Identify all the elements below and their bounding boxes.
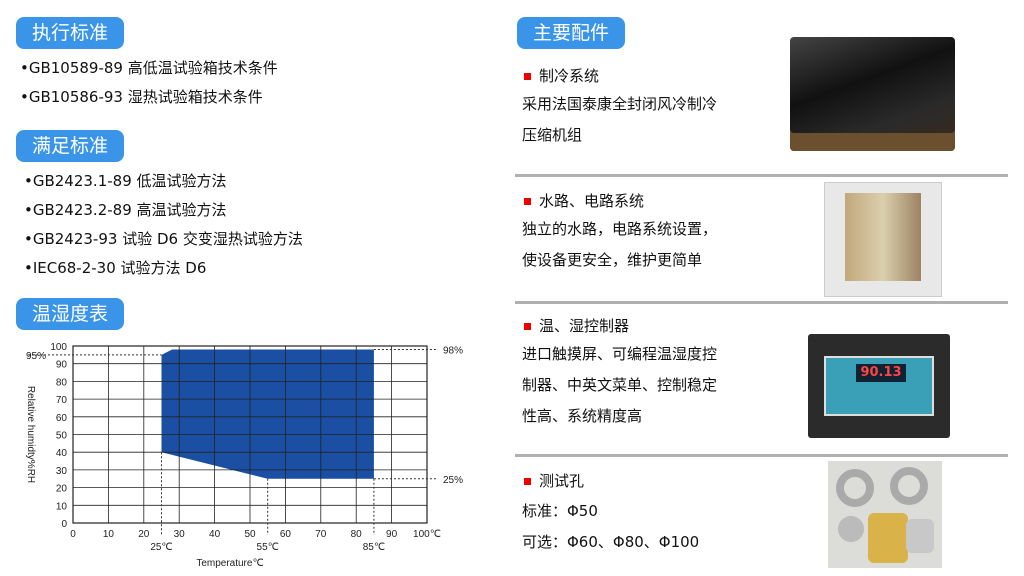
list-item: •GB10589-89 高低温试验箱技术条件 [20, 59, 278, 77]
text-line: 性高、系统精度高 [522, 407, 643, 425]
list-item: •GB2423.2-89 高温试验方法 [24, 201, 227, 219]
red-square-bullet-icon [524, 73, 531, 80]
x-tick-label: 10 [103, 529, 115, 540]
list-item: •IEC68-2-30 试验方法 D6 [24, 259, 207, 277]
text-line: 可选：Φ60、Φ80、Φ100 [522, 533, 700, 551]
section-heading: 测试孔 [524, 470, 584, 491]
y-axis-label: Relative humidty%RH [25, 386, 36, 483]
divider [515, 301, 1008, 304]
list-item: •GB2423.1-89 低温试验方法 [24, 172, 227, 190]
y-annotation-label: 98% [443, 346, 463, 357]
exec-standard-heading: 执行标准 [16, 17, 125, 49]
section-heading-text: 制冷系统 [539, 67, 600, 85]
y-tick-label: 60 [56, 413, 68, 424]
temp-humidity-chart: 0 10 20 30 40 50 60 70 80 90 100℃ 0 10 20 30 40 50 60 70 80… [25, 342, 463, 569]
y-tick-label: 70 [56, 395, 68, 406]
x-tick-label: 100℃ [413, 529, 441, 540]
section-text: 采用法国泰康全封闭风冷制冷 压缩机组 [522, 89, 717, 151]
section-heading-text: 温、湿控制器 [539, 317, 630, 335]
list-item: •GB2423-93 试验 D6 交变湿热试验方法 [24, 230, 303, 248]
red-square-bullet-icon [524, 323, 531, 330]
section-text: 进口触摸屏、可编程温湿度控 制器、中英文菜单、控制稳定 性高、系统精度高 [522, 339, 717, 432]
red-square-bullet-icon [524, 198, 531, 205]
y-tick-label: 10 [56, 501, 68, 512]
text-line: 进口触摸屏、可编程温湿度控 [522, 345, 718, 363]
x-tick-label: 40 [209, 529, 221, 540]
text-line: 压缩机组 [522, 126, 583, 144]
plot-frame [72, 345, 428, 524]
text-line: 制器、中英文菜单、控制稳定 [522, 376, 718, 394]
x-tick-label: 60 [280, 529, 292, 540]
test-port-photo [828, 461, 942, 568]
y-tick-label: 20 [56, 484, 68, 495]
touch-controller-photo: 90.13 [808, 334, 950, 438]
y-tick-label: 30 [56, 466, 68, 477]
y-tick-label: 100 [50, 342, 67, 353]
x-tick-label: 70 [315, 529, 327, 540]
section-text: 标准：Φ50 可选：Φ60、Φ80、Φ100 [522, 496, 699, 558]
section-heading: 温、湿控制器 [524, 315, 629, 336]
chart-heading: 温湿度表 [16, 298, 125, 330]
section-heading-text: 水路、电路系统 [539, 192, 645, 210]
x-annotation-label: 55℃ [257, 542, 279, 553]
y-annotation-label: 95% [26, 351, 46, 362]
y-annotation-label: 25% [443, 475, 463, 486]
meet-standard-heading: 满足标准 [16, 130, 125, 162]
y-tick-label: 90 [56, 360, 68, 371]
text-line: 使设备更安全，维护更简单 [522, 251, 703, 269]
x-tick-label: 0 [70, 529, 76, 540]
x-tick-label: 90 [386, 529, 398, 540]
list-item: •GB10586-93 湿热试验箱技术条件 [20, 88, 263, 106]
divider [515, 454, 1008, 457]
divider [515, 174, 1008, 177]
operating-region [161, 349, 374, 479]
x-annotation-label: 85℃ [363, 542, 385, 553]
y-tick-label: 50 [56, 431, 68, 442]
y-tick-label: 40 [56, 448, 68, 459]
section-heading: 制冷系统 [524, 65, 599, 86]
x-tick-label: 50 [244, 529, 256, 540]
section-text: 独立的水路，电路系统设置， 使设备更安全，维护更简单 [522, 214, 717, 276]
text-line: 标准：Φ50 [522, 502, 598, 520]
accessories-heading: 主要配件 [517, 17, 626, 49]
x-axis-label: Temperature℃ [196, 558, 263, 569]
controller-display-value: 90.13 [856, 364, 906, 382]
circuit-panel-photo [824, 182, 942, 297]
compressor-unit-photo [790, 37, 955, 151]
section-heading-text: 测试孔 [539, 472, 585, 490]
text-line: 采用法国泰康全封闭风冷制冷 [522, 95, 718, 113]
section-heading: 水路、电路系统 [524, 190, 644, 211]
x-tick-label: 20 [138, 529, 150, 540]
x-tick-label: 30 [174, 529, 186, 540]
x-tick-label: 80 [351, 529, 363, 540]
x-annotation-label: 25℃ [150, 542, 172, 553]
y-tick-label: 80 [56, 377, 68, 388]
text-line: 独立的水路，电路系统设置， [522, 220, 718, 238]
y-tick-label: 0 [61, 519, 67, 530]
red-square-bullet-icon [524, 478, 531, 485]
